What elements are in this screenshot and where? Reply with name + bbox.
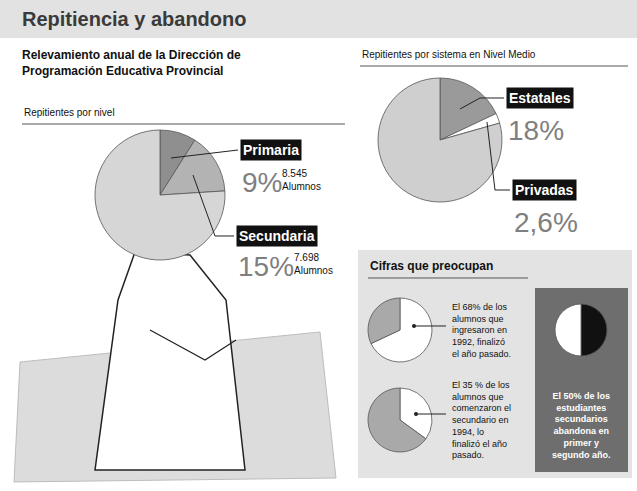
svg-text:Estatales: Estatales (509, 90, 571, 106)
svg-text:Secundaria: Secundaria (239, 228, 315, 244)
svg-text:Repitientes por nivel: Repitientes por nivel (24, 107, 115, 118)
svg-text:Repitientes por sistema en Niv: Repitientes por sistema en Nivel Medio (362, 49, 536, 60)
svg-text:8.545Alumnos: 8.545Alumnos (282, 168, 321, 192)
svg-text:Primaria: Primaria (243, 142, 299, 158)
svg-text:2,6%: 2,6% (514, 207, 578, 238)
svg-text:El 35 % de losalumnos quecomen: El 35 % de losalumnos quecomenzaron else… (452, 380, 511, 460)
svg-text:El 68% de losalumnos queingres: El 68% de losalumnos queingresaron en199… (452, 302, 511, 359)
svg-text:Cifras que preocupan: Cifras que preocupan (370, 259, 493, 273)
svg-text:Repitiencia y abandono: Repitiencia y abandono (22, 8, 246, 30)
svg-text:El 50% de losestudiantessecund: El 50% de losestudiantessecundariosaband… (552, 391, 611, 460)
svg-text:15%: 15% (238, 251, 294, 282)
svg-text:Privadas: Privadas (515, 182, 574, 198)
svg-text:7.698Alumnos: 7.698Alumnos (294, 252, 333, 276)
svg-text:Relevamiento anual de la Direc: Relevamiento anual de la Dirección dePro… (22, 48, 241, 78)
svg-text:9%: 9% (242, 167, 282, 198)
svg-text:18%: 18% (508, 115, 564, 146)
